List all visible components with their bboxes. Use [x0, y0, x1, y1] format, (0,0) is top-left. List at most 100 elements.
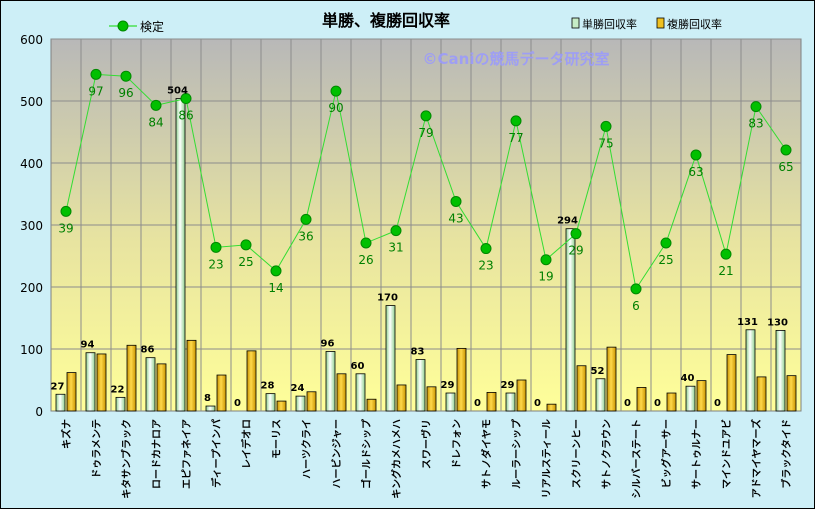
bar-fukusho	[66, 372, 77, 412]
line-point-kentei	[420, 110, 432, 122]
line-point-kentei	[240, 239, 252, 251]
y-tick-label: 0	[35, 405, 43, 419]
line-data-label: 77	[508, 131, 523, 145]
line-data-label: 90	[328, 101, 343, 115]
x-tick-label: ロードカナロア	[151, 419, 163, 489]
x-tick-label: マインドユアビ	[720, 419, 733, 489]
bar-fukusho	[606, 346, 617, 412]
x-tick-label: シルバーステート	[631, 419, 643, 499]
bar-data-label: 0	[624, 398, 631, 409]
bar-tansho	[325, 351, 336, 412]
bar-data-label: 86	[141, 345, 155, 356]
bar-data-label: 170	[377, 293, 398, 304]
x-tick-label: ハービンジャー	[330, 419, 343, 489]
x-tick-label: ドレフォン	[451, 419, 463, 469]
bar-data-label: 131	[737, 317, 758, 328]
line-data-label: 97	[88, 84, 103, 98]
bar-tansho	[385, 305, 396, 412]
bar-tansho	[295, 395, 306, 412]
line-data-label: 36	[298, 229, 313, 243]
line-point-kentei	[660, 237, 672, 249]
bar-fukusho	[126, 344, 137, 412]
bar-data-label: 0	[234, 398, 241, 409]
bar-fukusho	[516, 379, 527, 412]
line-data-label: 31	[388, 241, 403, 255]
line-point-kentei	[360, 237, 372, 249]
line-point-kentei	[150, 99, 162, 111]
bar-fukusho	[546, 403, 557, 412]
bar-data-label: 8	[204, 393, 211, 404]
y-tick-label: 300	[20, 219, 43, 233]
bar-fukusho	[216, 374, 227, 412]
line-data-label: 29	[568, 244, 583, 258]
bar-tansho	[175, 98, 186, 412]
legend-swatch-tansho	[571, 17, 580, 29]
line-point-kentei	[120, 70, 132, 82]
line-point-kentei	[60, 205, 72, 217]
y-tick-label: 500	[20, 95, 43, 109]
line-point-kentei	[330, 85, 342, 97]
x-tick-label: キタサンブラック	[120, 419, 133, 499]
bar-fukusho	[576, 365, 587, 412]
bar-fukusho	[156, 363, 167, 412]
line-point-kentei	[540, 254, 552, 266]
line-point-kentei	[780, 144, 792, 156]
x-tick-label: ゴールドシップ	[360, 418, 373, 489]
x-tick-label: レイデオロ	[240, 419, 253, 469]
line-data-label: 84	[148, 115, 163, 129]
bar-fukusho	[246, 350, 257, 412]
line-data-label: 83	[748, 117, 763, 131]
bar-fukusho	[486, 391, 497, 412]
line-point-kentei	[750, 101, 762, 113]
line-data-label: 79	[418, 126, 433, 140]
bar-data-label: 0	[714, 398, 721, 409]
bar-data-label: 22	[111, 384, 125, 395]
line-data-label: 14	[268, 281, 283, 295]
bar-tansho	[265, 393, 276, 412]
x-tick-label: ビッグアーサー	[660, 419, 673, 488]
line-point-kentei	[270, 265, 282, 277]
legend-label-kentei: 検定	[140, 19, 164, 34]
line-data-label: 25	[658, 253, 673, 267]
bar-fukusho	[726, 354, 737, 412]
bar-fukusho	[696, 380, 707, 412]
bar-tansho	[145, 357, 156, 412]
x-tick-label: ブラックタイド	[780, 419, 793, 489]
line-data-label: 39	[58, 221, 73, 235]
line-data-label: 26	[358, 253, 373, 267]
line-point-kentei	[720, 248, 732, 260]
bar-tansho	[565, 228, 576, 412]
x-tick-label: スワーヴリ	[420, 419, 433, 469]
line-data-label: 23	[208, 257, 223, 271]
bar-data-label: 94	[81, 340, 95, 351]
line-point-kentei	[300, 213, 312, 225]
line-point-kentei	[630, 283, 642, 295]
line-point-kentei	[390, 225, 402, 237]
bar-data-label: 29	[501, 380, 515, 391]
x-tick-label: リアルスティール	[541, 419, 553, 498]
bar-fukusho	[666, 392, 677, 412]
bar-tansho	[595, 378, 606, 412]
bar-tansho	[205, 405, 216, 412]
line-data-label: 23	[478, 259, 493, 273]
legend-swatch-fukusho	[656, 17, 665, 29]
bar-data-label: 294	[557, 216, 578, 227]
bar-data-label: 28	[261, 381, 275, 392]
bar-tansho	[415, 359, 426, 412]
bar-tansho	[775, 329, 786, 412]
bar-data-label: 52	[591, 366, 605, 377]
line-point-kentei	[450, 195, 462, 207]
bar-tansho	[55, 393, 66, 412]
x-tick-label: ドゥラメンテ	[91, 419, 103, 479]
line-data-label: 43	[448, 211, 463, 225]
x-tick-label: アドマイヤマーズ	[750, 419, 763, 498]
bar-data-label: 83	[411, 347, 425, 358]
bar-fukusho	[186, 339, 197, 412]
bar-fukusho	[276, 400, 287, 412]
bar-fukusho	[96, 353, 107, 412]
y-tick-label: 400	[20, 157, 43, 171]
bar-fukusho	[366, 398, 377, 412]
line-data-label: 6	[632, 299, 640, 313]
